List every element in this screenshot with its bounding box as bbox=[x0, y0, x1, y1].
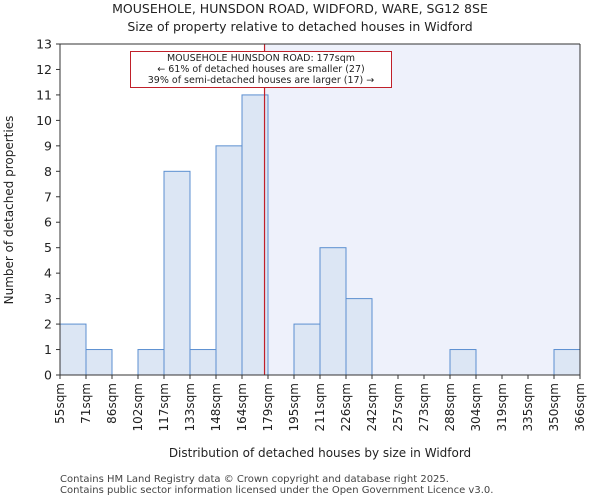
x-tick-label: 288sqm bbox=[443, 383, 457, 431]
x-tick-label: 164sqm bbox=[235, 383, 249, 431]
y-tick-label: 11 bbox=[36, 87, 52, 102]
annotation-line-2: ← 61% of detached houses are smaller (27… bbox=[157, 64, 365, 75]
y-tick-label: 0 bbox=[44, 368, 52, 383]
histogram-bar bbox=[553, 349, 581, 376]
larger-region-shading bbox=[264, 44, 580, 375]
chart-subtitle: Size of property relative to detached ho… bbox=[127, 19, 473, 34]
annotation-line-1: MOUSEHOLE HUNSDON ROAD: 177sqm bbox=[166, 53, 356, 64]
x-axis-label: Distribution of detached houses by size … bbox=[168, 446, 472, 460]
histogram-bar bbox=[85, 349, 113, 376]
x-tick-label: 148sqm bbox=[209, 383, 223, 431]
x-tick-label: 273sqm bbox=[417, 383, 431, 431]
y-tick-label: 3 bbox=[44, 291, 52, 306]
x-tick-label: 257sqm bbox=[391, 383, 405, 431]
x-tick-label: 55sqm bbox=[53, 383, 67, 424]
y-tick-label: 7 bbox=[44, 189, 52, 204]
x-tick-label: 226sqm bbox=[339, 383, 353, 431]
histogram-bar bbox=[215, 145, 243, 376]
x-tick-label: 102sqm bbox=[131, 383, 145, 431]
x-tick-label: 117sqm bbox=[157, 383, 171, 431]
y-tick-label: 8 bbox=[44, 164, 52, 179]
x-tick-label: 366sqm bbox=[573, 383, 587, 431]
y-tick-label: 12 bbox=[36, 62, 52, 77]
x-tick-label: 319sqm bbox=[495, 383, 509, 431]
x-tick-label: 71sqm bbox=[79, 383, 93, 424]
x-tick-label: 350sqm bbox=[547, 383, 561, 431]
y-tick-label: 1 bbox=[44, 342, 52, 357]
histogram-bar bbox=[163, 170, 191, 376]
y-tick-label: 5 bbox=[44, 240, 52, 255]
histogram-bar bbox=[293, 323, 321, 376]
histogram-bar bbox=[449, 349, 477, 376]
x-tick-label: 86sqm bbox=[105, 383, 119, 424]
y-tick-label: 9 bbox=[44, 138, 52, 153]
histogram-bar bbox=[189, 349, 217, 376]
histogram-bar bbox=[319, 247, 347, 376]
annotation-line-3: 39% of semi-detached houses are larger (… bbox=[147, 75, 375, 86]
y-tick-label: 2 bbox=[44, 317, 52, 332]
chart-title: MOUSEHOLE, HUNSDON ROAD, WIDFORD, WARE, … bbox=[112, 1, 488, 16]
y-axis-label: Number of detached properties bbox=[2, 115, 16, 305]
x-tick-label: 195sqm bbox=[287, 383, 301, 431]
x-tick-label: 179sqm bbox=[261, 383, 275, 431]
x-tick-label: 133sqm bbox=[183, 383, 197, 431]
x-tick-label: 211sqm bbox=[313, 383, 327, 431]
x-tick-label: 304sqm bbox=[469, 383, 483, 431]
histogram-bar bbox=[345, 298, 373, 376]
footer-line-1: Contains HM Land Registry data © Crown c… bbox=[60, 474, 449, 485]
histogram-bar bbox=[59, 323, 87, 376]
x-tick-label: 335sqm bbox=[521, 383, 535, 431]
y-tick-label: 4 bbox=[44, 266, 52, 281]
x-tick-label: 242sqm bbox=[365, 383, 379, 431]
y-tick-label: 13 bbox=[36, 37, 52, 52]
marker-annotation-box: MOUSEHOLE HUNSDON ROAD: 177sqm ← 61% of … bbox=[130, 51, 392, 88]
histogram-bar bbox=[137, 349, 165, 376]
y-tick-label: 10 bbox=[36, 113, 52, 128]
y-tick-label: 6 bbox=[44, 215, 52, 230]
footer-line-2: Contains public sector information licen… bbox=[60, 485, 494, 496]
